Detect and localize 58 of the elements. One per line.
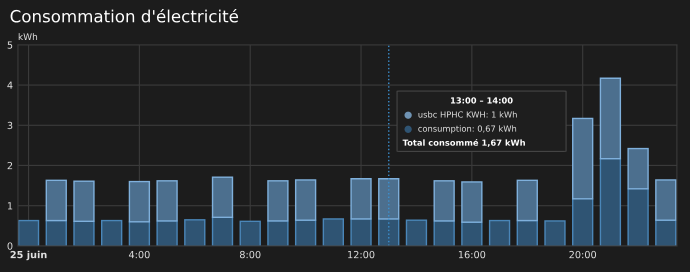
annotation: consumption: 0,67 kWh bbox=[418, 125, 516, 134]
bar bbox=[156, 220, 178, 246]
bar bbox=[267, 220, 289, 246]
bar bbox=[46, 180, 67, 222]
bar bbox=[212, 176, 234, 218]
bar bbox=[406, 219, 428, 246]
bar bbox=[294, 219, 316, 246]
y-tick-label: 1 bbox=[8, 202, 12, 210]
annotation: 13:00 – 14:00 bbox=[450, 97, 513, 104]
bar bbox=[433, 180, 455, 222]
bar bbox=[600, 78, 622, 160]
x-tick-label: 12:00 bbox=[348, 250, 374, 258]
x-tick-label: 20:00 bbox=[569, 250, 596, 258]
x-tick-label: 16:00 bbox=[458, 250, 486, 258]
bar bbox=[73, 220, 95, 246]
bar bbox=[600, 158, 622, 246]
bar bbox=[572, 198, 594, 246]
y-tick-label: 2 bbox=[8, 162, 12, 170]
bar bbox=[322, 218, 344, 246]
bar bbox=[294, 179, 316, 221]
chart-title: Consommation d'électricité bbox=[10, 8, 238, 23]
bar bbox=[433, 220, 455, 246]
bar bbox=[627, 188, 649, 246]
y-tick-label: 5 bbox=[8, 41, 12, 49]
bar bbox=[156, 180, 178, 222]
bar bbox=[128, 221, 150, 246]
annotation: usbc HPHC KWH: 1 kWh bbox=[418, 111, 517, 118]
bar bbox=[73, 180, 95, 222]
bar bbox=[128, 180, 150, 222]
bar bbox=[544, 220, 566, 246]
annotation: Total consommé 1,67 kWh bbox=[402, 139, 525, 147]
bar bbox=[461, 181, 483, 223]
y-tick-label: 3 bbox=[8, 122, 12, 130]
bar bbox=[350, 218, 372, 246]
bar bbox=[461, 221, 483, 246]
bar bbox=[350, 178, 372, 220]
bar bbox=[378, 218, 400, 246]
bar bbox=[378, 178, 400, 220]
x-tick-label: 4:00 bbox=[128, 250, 150, 258]
bar bbox=[516, 180, 538, 222]
bar bbox=[655, 219, 676, 246]
x-tick-label: 8:00 bbox=[240, 250, 260, 258]
x-tick-label: 25 juin bbox=[10, 250, 47, 260]
bar bbox=[18, 220, 40, 246]
bar bbox=[655, 179, 676, 221]
bar bbox=[572, 118, 594, 200]
bar bbox=[627, 148, 649, 190]
bar bbox=[240, 220, 261, 246]
y-axis-title: kWh bbox=[18, 33, 38, 40]
bar bbox=[212, 216, 234, 246]
bar bbox=[184, 219, 206, 246]
bar bbox=[516, 220, 538, 246]
bar bbox=[267, 180, 289, 222]
bar bbox=[46, 220, 67, 246]
bar bbox=[101, 220, 122, 246]
bar bbox=[488, 220, 510, 246]
y-tick-label: 4 bbox=[7, 82, 13, 89]
y-tick-label: 0 bbox=[8, 242, 12, 250]
